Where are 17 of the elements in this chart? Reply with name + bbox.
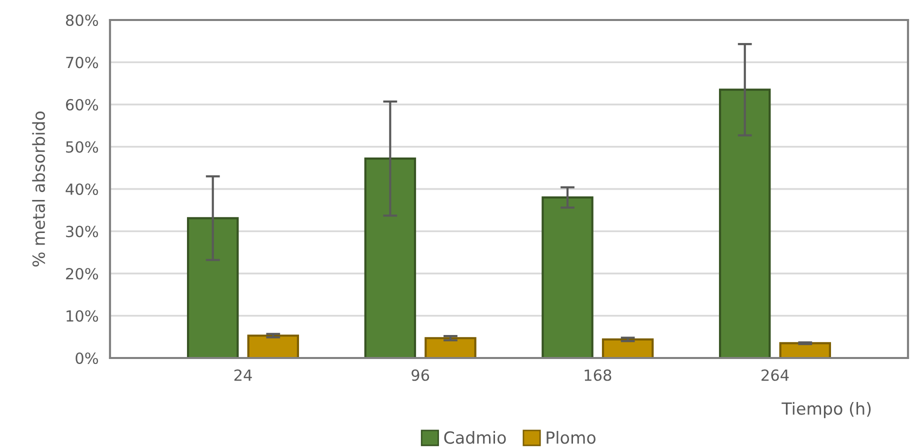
y-tick-label: 80%: [66, 14, 98, 26]
x-axis-title: Tiempo (h): [782, 402, 871, 418]
legend-label: Cadmio: [444, 430, 506, 444]
y-tick-label: 70%: [66, 56, 98, 68]
y-axis-title: % metal absorbido: [32, 112, 46, 266]
y-tick-label: 40%: [66, 183, 98, 196]
x-tick-label: 24: [234, 369, 252, 381]
x-tick-label: 264: [762, 369, 789, 381]
y-tick-label: 50%: [66, 141, 98, 153]
y-tick-label: 0%: [76, 352, 98, 364]
x-tick-label: 96: [412, 369, 430, 381]
x-tick-label: 168: [584, 369, 612, 381]
y-tick-label: 20%: [66, 268, 98, 280]
y-tick-label: 30%: [66, 226, 98, 238]
legend-label: Plomo: [546, 430, 596, 444]
y-tick-label: 10%: [66, 310, 98, 322]
y-tick-label: 60%: [66, 98, 98, 111]
